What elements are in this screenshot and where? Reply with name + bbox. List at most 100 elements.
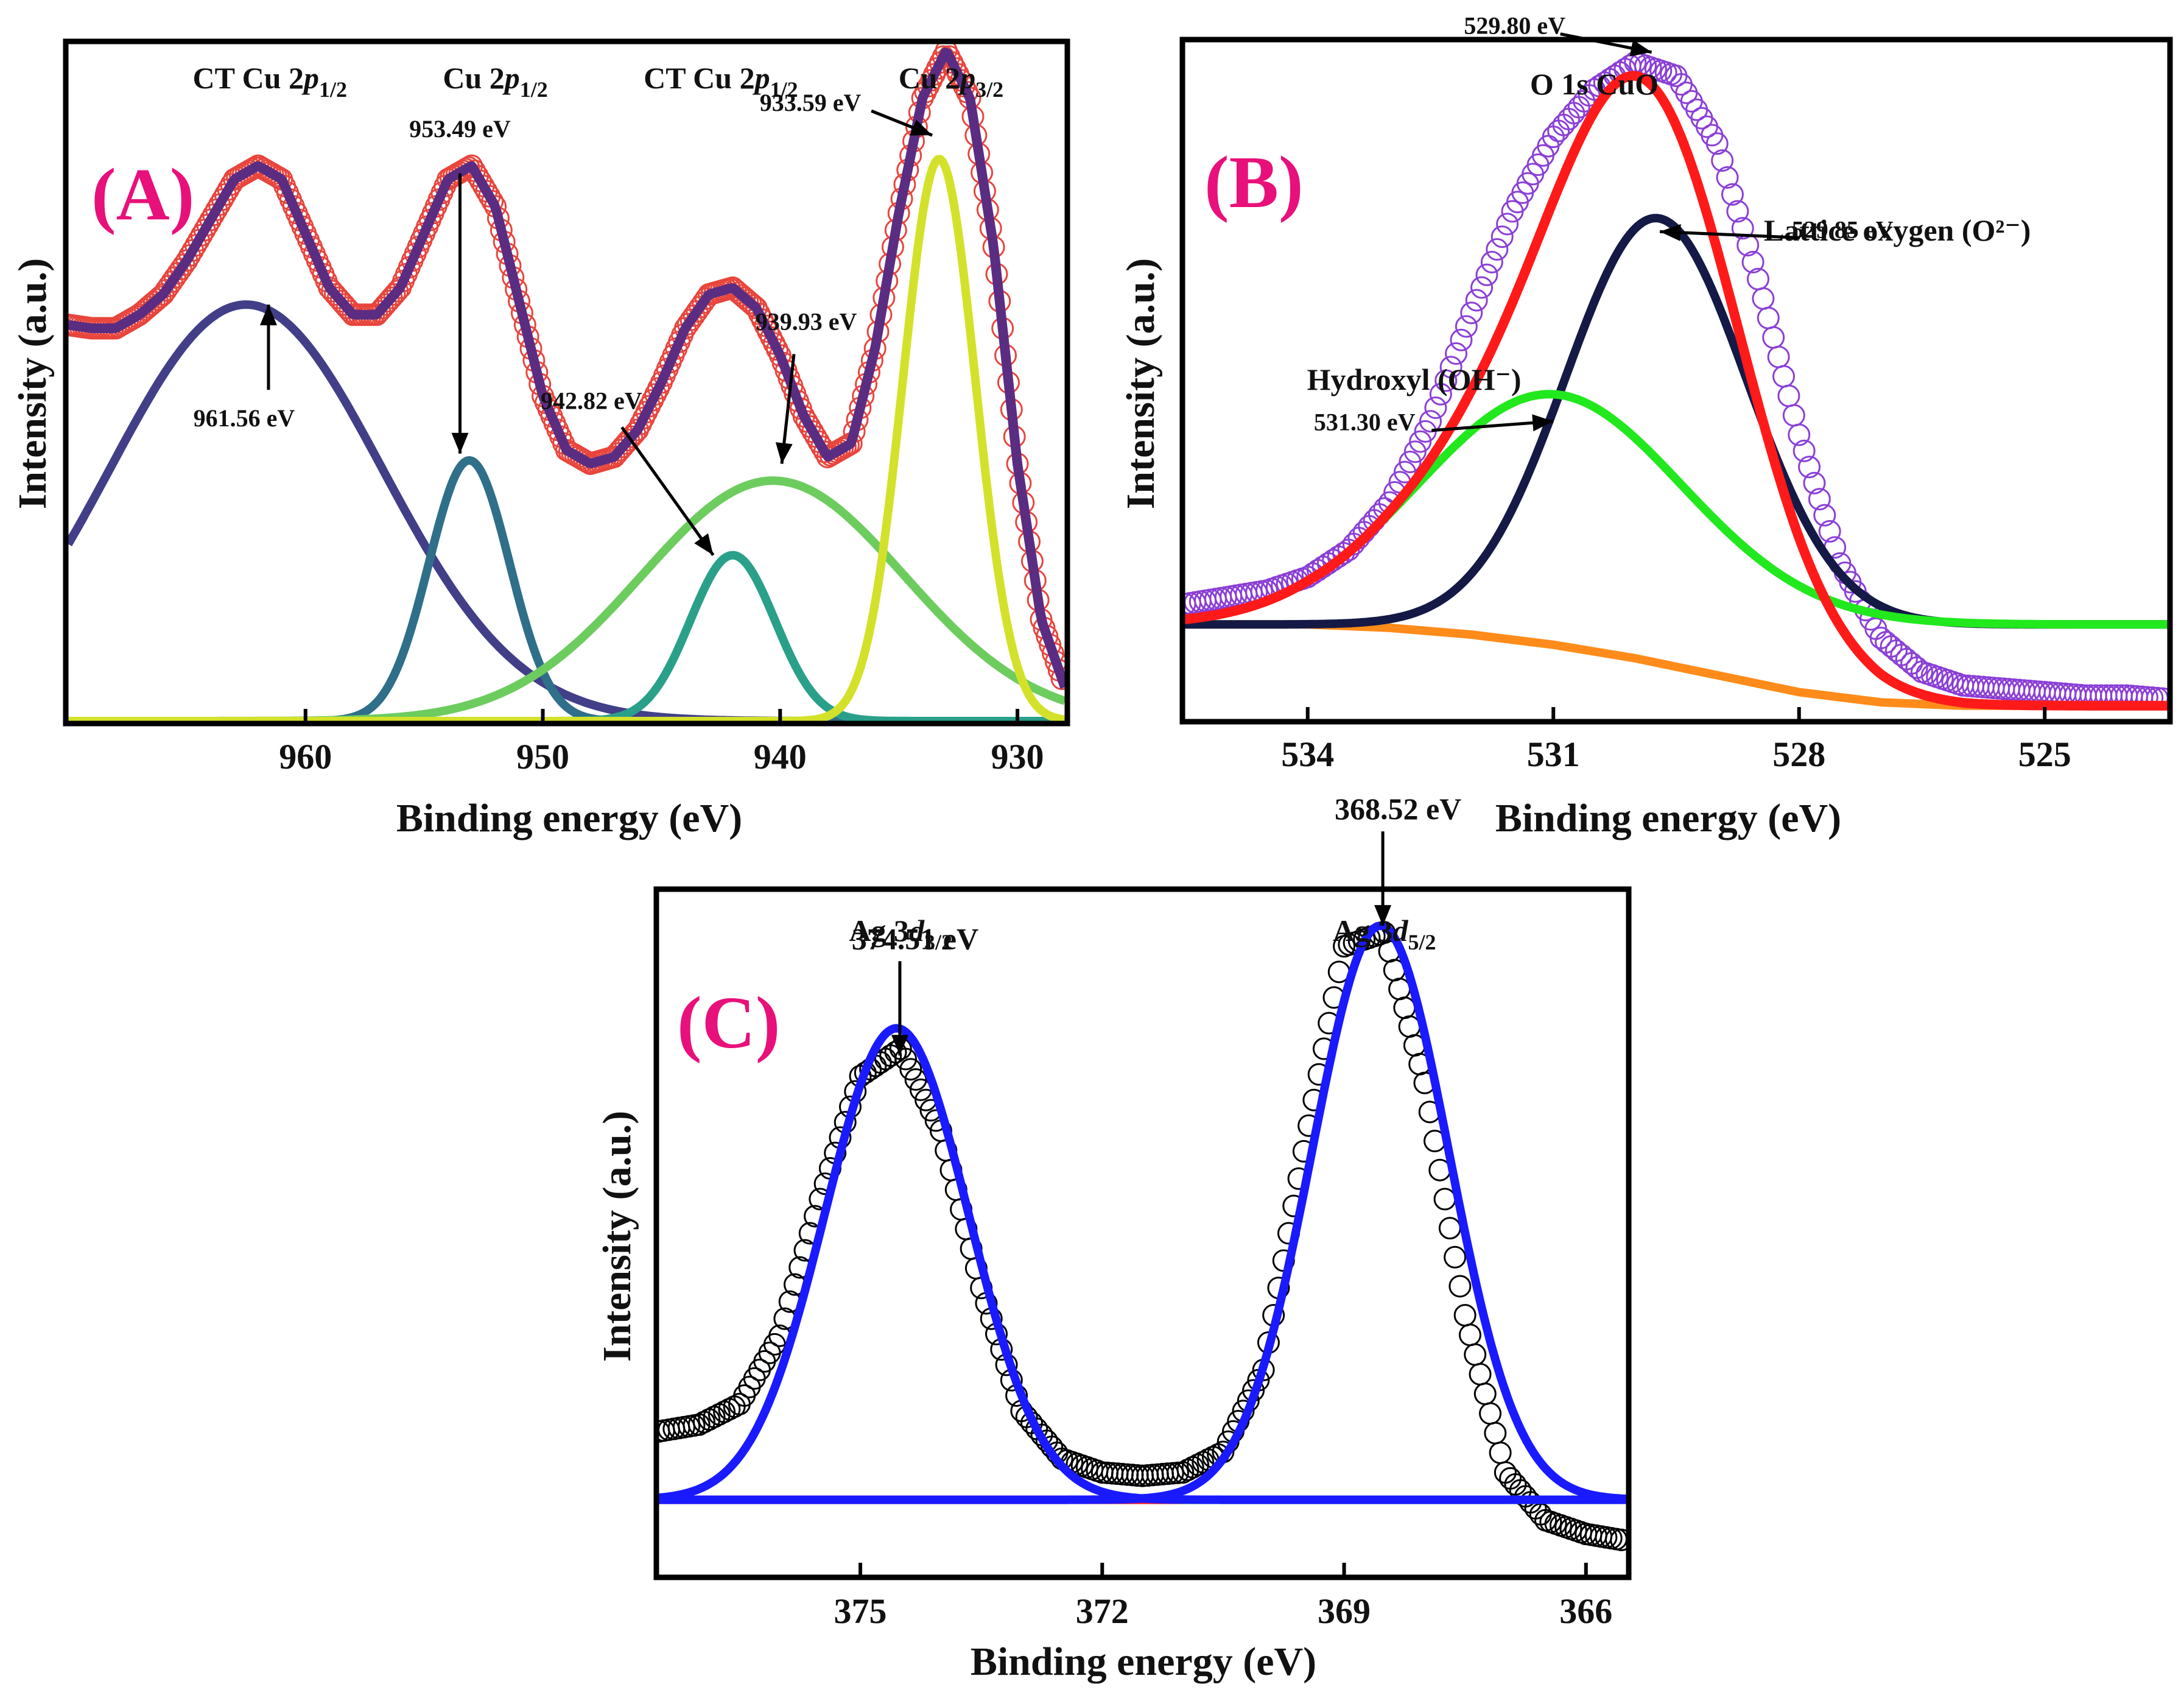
panel-c-frame <box>653 886 1632 1580</box>
peak-label: Cu 2p3/2 <box>899 61 1003 102</box>
data-point <box>1458 1323 1481 1347</box>
data-point <box>1429 382 1452 406</box>
arrowhead <box>1660 224 1681 241</box>
data-point <box>1171 1461 1195 1484</box>
panel-c-ylabel: Intensity (a.u.) <box>595 1111 639 1362</box>
peak-annotation: 529.85 eV <box>1792 216 1894 243</box>
data-point <box>1496 213 1519 236</box>
x-tick-label: 528 <box>1772 734 1825 774</box>
peak-annotation: 529.80 eV <box>1464 12 1565 40</box>
data-point <box>1798 456 1821 479</box>
data-point <box>708 1403 731 1426</box>
data-point <box>1176 1458 1199 1481</box>
peak-annotation: 961.56 eV <box>194 404 295 432</box>
peak-annotation: 953.49 eV <box>409 115 511 143</box>
x-tick-label: 369 <box>1318 1591 1371 1631</box>
data-point <box>620 425 644 448</box>
data-point <box>1419 410 1442 433</box>
data-point <box>1464 1343 1487 1366</box>
data-point <box>1450 328 1473 351</box>
data-point <box>1705 132 1729 155</box>
data-point <box>1491 225 1514 248</box>
arrowhead <box>694 533 714 555</box>
data-point <box>837 434 860 457</box>
data-point <box>146 288 169 311</box>
panel-b-xlabel: Binding energy (eV) <box>1495 796 1841 840</box>
data-point <box>383 283 406 306</box>
x-tick-label: 534 <box>1281 734 1334 774</box>
experimental-series <box>68 44 1065 690</box>
panel-c-marks: 375 372 369 366 Ag 3d3/2 Ag 3d5/2 374.51 eV 368… <box>659 792 1626 1631</box>
data-point <box>1716 166 1739 189</box>
x-tick-label: 940 <box>754 737 807 777</box>
annotation-arrow <box>1659 230 1800 239</box>
arrowhead <box>891 1035 908 1056</box>
data-point <box>1792 439 1816 462</box>
envelope-line <box>68 48 1065 689</box>
panel-a: (A) Intensity (a.u.) Binding energy (eV)… <box>10 38 1070 840</box>
data-point <box>1409 430 1432 453</box>
arrowhead <box>1629 40 1652 57</box>
arrowhead <box>259 305 277 326</box>
data-point <box>1434 369 1458 392</box>
data-point <box>142 291 166 314</box>
data-point <box>1711 149 1734 172</box>
data-point <box>1444 1245 1467 1269</box>
data-point <box>1469 1362 1492 1386</box>
x-tick-label: 375 <box>834 1591 887 1631</box>
peak-annotation: 942.82 eV <box>541 387 642 415</box>
peak-label: O 1s CuO <box>1530 67 1659 101</box>
data-point <box>1480 250 1503 273</box>
data-point <box>1187 1453 1210 1476</box>
data-point <box>1782 404 1805 427</box>
data-point <box>1818 519 1841 543</box>
component-peak <box>68 456 1065 721</box>
peak-label: CT Cu 2p1/2 <box>193 61 348 102</box>
experimental-series <box>659 921 1626 1551</box>
data-point <box>1610 1529 1626 1551</box>
data-point <box>1403 440 1427 463</box>
data-point <box>1813 504 1836 527</box>
x-tick-label: 950 <box>516 737 569 777</box>
data-point <box>457 156 480 179</box>
arrowhead <box>1374 905 1392 926</box>
arrowhead <box>775 442 793 464</box>
data-point <box>899 1058 922 1081</box>
peak-annotation: 939.93 eV <box>756 308 857 335</box>
x-tick-label: 531 <box>1527 734 1580 774</box>
data-point <box>713 1400 736 1423</box>
data-point <box>1399 450 1422 473</box>
x-tick-label: 930 <box>991 737 1044 777</box>
data-point <box>1486 238 1509 261</box>
panel-b-frame <box>1179 37 2173 725</box>
data-point <box>1192 1451 1215 1474</box>
data-point <box>1741 250 1764 273</box>
data-point <box>1453 1304 1476 1327</box>
panel-c: (C) Intensity (a.u.) Binding energy (eV)… <box>595 792 1632 1684</box>
data-point <box>1448 1275 1472 1298</box>
data-point <box>1438 1217 1461 1240</box>
data-point <box>1181 1456 1204 1479</box>
data-point <box>1445 342 1468 365</box>
data-point <box>1772 365 1796 388</box>
data-point <box>1393 460 1416 484</box>
peak-label: Cu 2p1/2 <box>443 61 547 102</box>
data-point <box>1439 356 1462 379</box>
data-point <box>1484 1421 1507 1445</box>
data-point <box>1788 423 1811 446</box>
arrowhead <box>1532 414 1554 432</box>
envelope-line <box>1185 71 2168 711</box>
panel-a-frame <box>63 38 1070 727</box>
data-point <box>1767 345 1790 368</box>
data-point <box>1393 996 1416 1020</box>
peak-annotation: 368.52 eV <box>1335 792 1461 826</box>
panel-c-xlabel: Binding energy (eV) <box>971 1639 1316 1684</box>
data-point <box>1757 306 1780 329</box>
data-point <box>1465 289 1488 312</box>
data-point <box>703 1406 726 1429</box>
plot-area <box>68 44 1065 721</box>
data-point <box>1721 183 1744 206</box>
data-point <box>1460 301 1483 325</box>
panel-a-letter: (A) <box>91 153 194 236</box>
